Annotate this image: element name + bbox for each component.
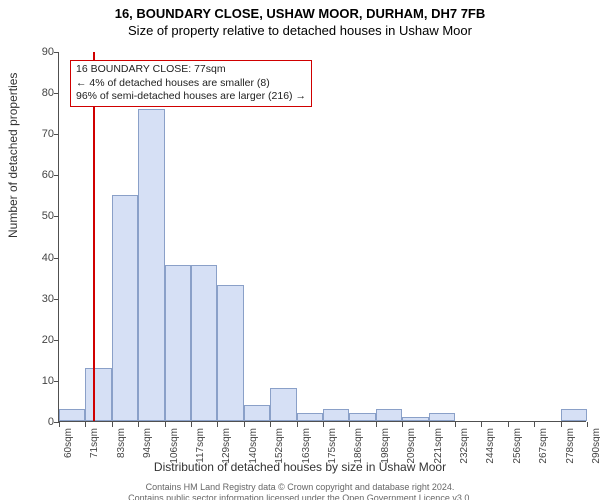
- y-tick-mark: [54, 134, 59, 135]
- histogram-bar: [349, 413, 375, 421]
- x-tick-label: 232sqm: [459, 428, 470, 464]
- x-tick-label: 244sqm: [485, 428, 496, 464]
- x-tick-mark: [217, 422, 218, 427]
- y-tick-mark: [54, 175, 59, 176]
- x-tick-label: 221sqm: [433, 428, 444, 464]
- x-tick-label: 198sqm: [380, 428, 391, 464]
- y-axis-label: Number of detached properties: [6, 73, 20, 238]
- x-tick-mark: [59, 422, 60, 427]
- y-tick-label: 90: [24, 46, 54, 58]
- x-tick-label: 267sqm: [538, 428, 549, 464]
- histogram-bar: [561, 409, 587, 421]
- histogram-bar: [191, 265, 217, 421]
- x-axis-label: Distribution of detached houses by size …: [0, 460, 600, 474]
- histogram-bar: [323, 409, 349, 421]
- x-tick-label: 60sqm: [63, 428, 74, 458]
- x-tick-mark: [587, 422, 588, 427]
- histogram-bar: [429, 413, 455, 421]
- x-tick-label: 140sqm: [248, 428, 259, 464]
- x-tick-mark: [534, 422, 535, 427]
- y-tick-label: 0: [24, 416, 54, 428]
- x-tick-mark: [112, 422, 113, 427]
- footer-line: Contains HM Land Registry data © Crown c…: [0, 482, 600, 493]
- x-tick-label: 117sqm: [195, 428, 206, 463]
- histogram-bar: [297, 413, 323, 421]
- histogram-bar: [244, 405, 270, 421]
- chart-container: 16, BOUNDARY CLOSE, USHAW MOOR, DURHAM, …: [0, 6, 600, 500]
- x-tick-mark: [297, 422, 298, 427]
- x-tick-label: 175sqm: [327, 428, 338, 464]
- histogram-bar: [217, 285, 243, 421]
- histogram-bar: [138, 109, 164, 421]
- x-tick-mark: [561, 422, 562, 427]
- x-tick-label: 83sqm: [116, 428, 127, 458]
- histogram-bar: [112, 195, 138, 421]
- x-tick-label: 94sqm: [142, 428, 153, 458]
- annotation-box: 16 BOUNDARY CLOSE: 77sqm ← 4% of detache…: [70, 60, 312, 107]
- x-tick-mark: [429, 422, 430, 427]
- x-tick-label: 186sqm: [353, 428, 364, 464]
- x-tick-mark: [349, 422, 350, 427]
- marker-line: [93, 52, 95, 421]
- y-tick-mark: [54, 258, 59, 259]
- y-tick-mark: [54, 340, 59, 341]
- x-tick-mark: [376, 422, 377, 427]
- x-tick-mark: [165, 422, 166, 427]
- x-tick-label: 152sqm: [274, 428, 285, 464]
- histogram-bar: [376, 409, 402, 421]
- annotation-line: ← 4% of detached houses are smaller (8): [76, 77, 306, 91]
- histogram-bar: [402, 417, 428, 421]
- y-tick-mark: [54, 299, 59, 300]
- annotation-line: 16 BOUNDARY CLOSE: 77sqm: [76, 63, 306, 77]
- y-tick-label: 40: [24, 252, 54, 264]
- footer: Contains HM Land Registry data © Crown c…: [0, 482, 600, 500]
- plot-area: 010203040506070809060sqm71sqm83sqm94sqm1…: [58, 52, 586, 422]
- page-title: 16, BOUNDARY CLOSE, USHAW MOOR, DURHAM, …: [0, 6, 600, 21]
- histogram-bar: [59, 409, 85, 421]
- y-tick-mark: [54, 381, 59, 382]
- y-tick-label: 60: [24, 169, 54, 181]
- page-subtitle: Size of property relative to detached ho…: [0, 23, 600, 38]
- x-tick-label: 278sqm: [565, 428, 576, 464]
- x-tick-mark: [508, 422, 509, 427]
- y-tick-mark: [54, 216, 59, 217]
- x-tick-label: 256sqm: [512, 428, 523, 464]
- x-tick-label: 290sqm: [591, 428, 600, 464]
- y-tick-mark: [54, 93, 59, 94]
- footer-line: Contains public sector information licen…: [0, 493, 600, 500]
- x-tick-mark: [481, 422, 482, 427]
- x-tick-mark: [402, 422, 403, 427]
- x-tick-label: 209sqm: [406, 428, 417, 464]
- x-tick-label: 71sqm: [89, 428, 100, 458]
- annotation-line: 96% of semi-detached houses are larger (…: [76, 90, 306, 104]
- y-tick-mark: [54, 52, 59, 53]
- histogram-bar: [270, 388, 296, 421]
- x-tick-label: 106sqm: [169, 428, 180, 464]
- x-tick-mark: [455, 422, 456, 427]
- x-tick-label: 163sqm: [301, 428, 312, 464]
- y-tick-label: 80: [24, 87, 54, 99]
- y-tick-label: 20: [24, 334, 54, 346]
- y-tick-label: 30: [24, 293, 54, 305]
- histogram-bar: [85, 368, 111, 421]
- x-tick-mark: [191, 422, 192, 427]
- y-tick-label: 10: [24, 375, 54, 387]
- x-tick-mark: [138, 422, 139, 427]
- x-tick-mark: [244, 422, 245, 427]
- x-tick-mark: [85, 422, 86, 427]
- y-tick-label: 70: [24, 128, 54, 140]
- y-tick-label: 50: [24, 210, 54, 222]
- x-tick-mark: [270, 422, 271, 427]
- x-tick-label: 129sqm: [221, 428, 232, 464]
- histogram-bar: [165, 265, 191, 421]
- x-tick-mark: [323, 422, 324, 427]
